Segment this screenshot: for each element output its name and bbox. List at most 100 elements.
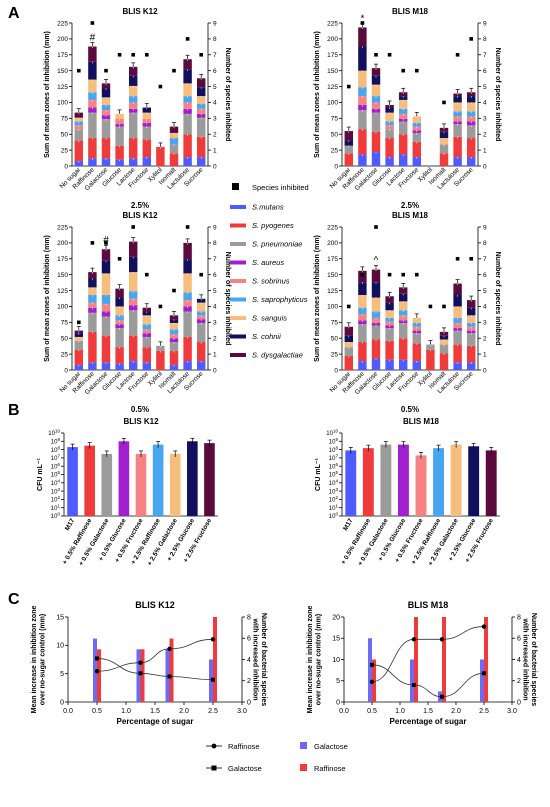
y-tick-label: 5 — [336, 678, 340, 685]
y2-tick-label: 4 — [483, 304, 487, 311]
bar-segment — [74, 333, 84, 337]
y-tick-label: 102 — [329, 495, 339, 504]
bar-segment — [74, 340, 84, 350]
bar — [135, 453, 147, 516]
bar-segment — [101, 303, 111, 312]
y-tick-label: 20 — [332, 614, 340, 621]
bar-segment — [183, 361, 192, 370]
bar-segment — [142, 311, 152, 316]
y-tick-exponent: 0 — [335, 512, 338, 517]
bar-segment — [371, 84, 381, 97]
legend-label: S. pneumoniae — [252, 240, 302, 249]
bar-segment — [196, 342, 206, 362]
x-tick-label: 2.5 — [479, 708, 489, 715]
bar-segment — [142, 118, 152, 123]
y2-tick-label: 8 — [517, 614, 521, 621]
y-label: CFU mL⁻¹ — [315, 457, 322, 491]
y-tick-label: 50 — [331, 132, 339, 139]
bar-segment — [128, 256, 138, 273]
bar-segment — [156, 146, 165, 166]
bar-segment — [128, 361, 138, 370]
y-tick-label: 175 — [327, 52, 338, 59]
bar-segment — [412, 122, 422, 127]
y-label-line: over no-sugar control (mm) — [40, 614, 47, 705]
bar-segment — [466, 315, 476, 323]
bar-segment — [88, 278, 97, 288]
bar-segment — [142, 324, 152, 330]
bar-segment — [466, 157, 476, 166]
bar-segment — [453, 111, 462, 117]
bar-segment — [88, 99, 97, 108]
x-label: Percentage of sugar — [390, 717, 467, 726]
bar-segment — [358, 361, 367, 370]
y2-tick-label: 0 — [517, 699, 521, 706]
bar — [169, 453, 181, 516]
bar-segment — [196, 315, 206, 320]
species-marker — [158, 304, 163, 309]
y2-label: Number of species inhibited — [224, 48, 231, 142]
y-tick-label: 125 — [327, 288, 338, 295]
y-tick-label: 106 — [51, 462, 61, 471]
bar — [204, 443, 215, 516]
legend-swatch — [230, 297, 246, 302]
y-label: Sum of mean zones of inhibition (mm) — [314, 31, 321, 158]
species-marker — [145, 272, 149, 277]
bar-segment — [74, 336, 84, 341]
y2-tick-label: 2 — [483, 336, 487, 343]
bar-segment — [74, 349, 84, 365]
bar-segment — [101, 97, 111, 105]
bar-segment — [412, 326, 422, 331]
y-tick-label: 200 — [57, 36, 68, 43]
bar-segment — [74, 121, 84, 126]
bar-segment — [371, 112, 381, 132]
bar-segment — [371, 152, 381, 166]
bar-segment — [142, 336, 152, 348]
y2-tick-label: 6 — [213, 272, 217, 279]
bar-segment — [196, 361, 206, 370]
bar-segment — [101, 83, 111, 89]
bar-segment — [74, 160, 84, 166]
y-label-line: Mean increase in inhibition zone — [31, 606, 38, 714]
y-tick-label: 0 — [334, 163, 338, 170]
bar-segment — [385, 107, 394, 113]
bar-segment — [88, 295, 97, 303]
bar-segment — [385, 328, 394, 341]
bar-segment — [142, 362, 152, 370]
bar-segment — [344, 140, 354, 146]
y-tick-exponent: 2 — [335, 495, 338, 500]
bar-segment — [74, 364, 84, 370]
bar-segment — [196, 302, 206, 312]
species-marker — [117, 52, 122, 57]
bar-segment — [398, 338, 408, 360]
bar — [410, 659, 414, 702]
legend-marker-square — [232, 183, 239, 190]
combo-chart-C1: 0 5 10 15 0 2 4 6 8 0.0 0.5 1.0 1.5 2.0 2.5 3.0 BLIS K12… — [31, 600, 267, 726]
bar-segment — [439, 131, 449, 139]
line-point-circle — [167, 646, 172, 652]
bar-segment — [115, 315, 124, 321]
bar-segment — [385, 310, 394, 318]
y2-label: Number of species inhibited — [494, 252, 501, 346]
bar — [93, 638, 97, 702]
legend-label: S. pyogenes — [252, 221, 294, 230]
bar-segment — [344, 131, 354, 141]
y2-tick-label: 3 — [483, 116, 487, 123]
bar-segment — [466, 345, 476, 363]
bar-segment — [88, 302, 97, 308]
bar-segment — [385, 359, 394, 370]
y-tick-label: 25 — [331, 147, 339, 154]
legend-label: S. sobrinus — [252, 277, 290, 286]
x-tick-label: 3.0 — [507, 708, 517, 715]
bar-segment — [183, 311, 192, 337]
bar-segment — [412, 322, 422, 327]
y-tick-label: 104 — [329, 479, 339, 488]
fit-line — [96, 658, 214, 681]
y2-tick-label: 6 — [213, 68, 217, 75]
significance-mark: # — [90, 33, 96, 44]
y-tick-label: 25 — [331, 351, 339, 358]
bar-segment — [101, 362, 111, 370]
bar-segment — [196, 96, 206, 104]
y-tick-label: 150 — [57, 68, 68, 75]
species-marker — [77, 320, 81, 325]
